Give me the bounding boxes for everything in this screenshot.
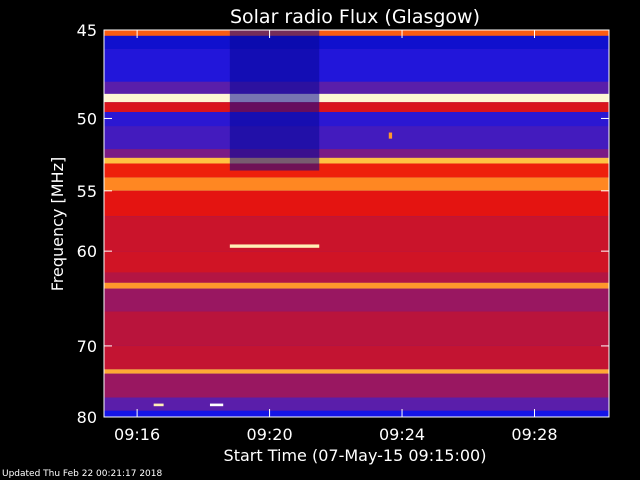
- y-tick-label: 55: [77, 182, 97, 201]
- x-tick-label: 09:28: [511, 425, 557, 444]
- heatmap-band: [104, 81, 609, 94]
- x-tick-label: 09:20: [247, 425, 293, 444]
- heatmap-band: [104, 49, 609, 82]
- heatmap-band: [104, 126, 609, 150]
- heatmap-band: [104, 157, 609, 164]
- heatmap-band: [104, 369, 609, 374]
- x-tick-label: 09:16: [114, 425, 160, 444]
- y-tick-label: 50: [77, 109, 97, 128]
- y-tick-label: 80: [77, 408, 97, 427]
- heatmap-band: [104, 251, 609, 273]
- heatmap-band: [104, 397, 609, 411]
- heatmap-band: [104, 311, 609, 346]
- heatmap-band: [104, 35, 609, 50]
- heatmap-band: [104, 216, 609, 252]
- chart-title: Solar radio Flux (Glasgow): [230, 6, 480, 28]
- y-axis-label: Frequency [MHz]: [48, 157, 67, 291]
- heatmap-band: [104, 282, 609, 289]
- heatmap-band: [104, 102, 609, 113]
- updated-timestamp: Updated Thu Feb 22 00:21:17 2018: [2, 469, 163, 479]
- heatmap-band: [104, 373, 609, 398]
- axes: 45 50 55 60 70 80 09:16 09:20 09:24 09:28: [77, 21, 610, 444]
- heatmap-band: [104, 288, 609, 312]
- x-axis-label: Start Time (07-May-15 09:15:00): [224, 446, 487, 465]
- heatmap-narrowband-line: [229, 244, 320, 248]
- heatmap-noise-burst: [229, 30, 320, 171]
- x-tick-label: 09:24: [379, 425, 425, 444]
- heatmap-band: [104, 272, 609, 283]
- heatmap-band: [104, 163, 609, 178]
- y-tick-label: 60: [77, 242, 97, 261]
- heatmap-band: [104, 93, 609, 103]
- heatmap-band: [104, 177, 609, 191]
- heatmap-band: [104, 30, 609, 36]
- heatmap-band: [104, 112, 609, 127]
- heatmap-spot: [388, 132, 393, 139]
- y-tick-label: 70: [77, 337, 97, 356]
- y-tick-label: 45: [77, 21, 97, 40]
- heatmap-band: [104, 410, 609, 417]
- heatmap-area: [104, 30, 609, 417]
- heatmap-band: [104, 190, 609, 217]
- heatmap-spot: [153, 403, 164, 407]
- heatmap-band: [104, 149, 609, 158]
- plot-frame: [103, 29, 610, 418]
- heatmap-band: [104, 345, 609, 370]
- heatmap-spot: [209, 403, 224, 407]
